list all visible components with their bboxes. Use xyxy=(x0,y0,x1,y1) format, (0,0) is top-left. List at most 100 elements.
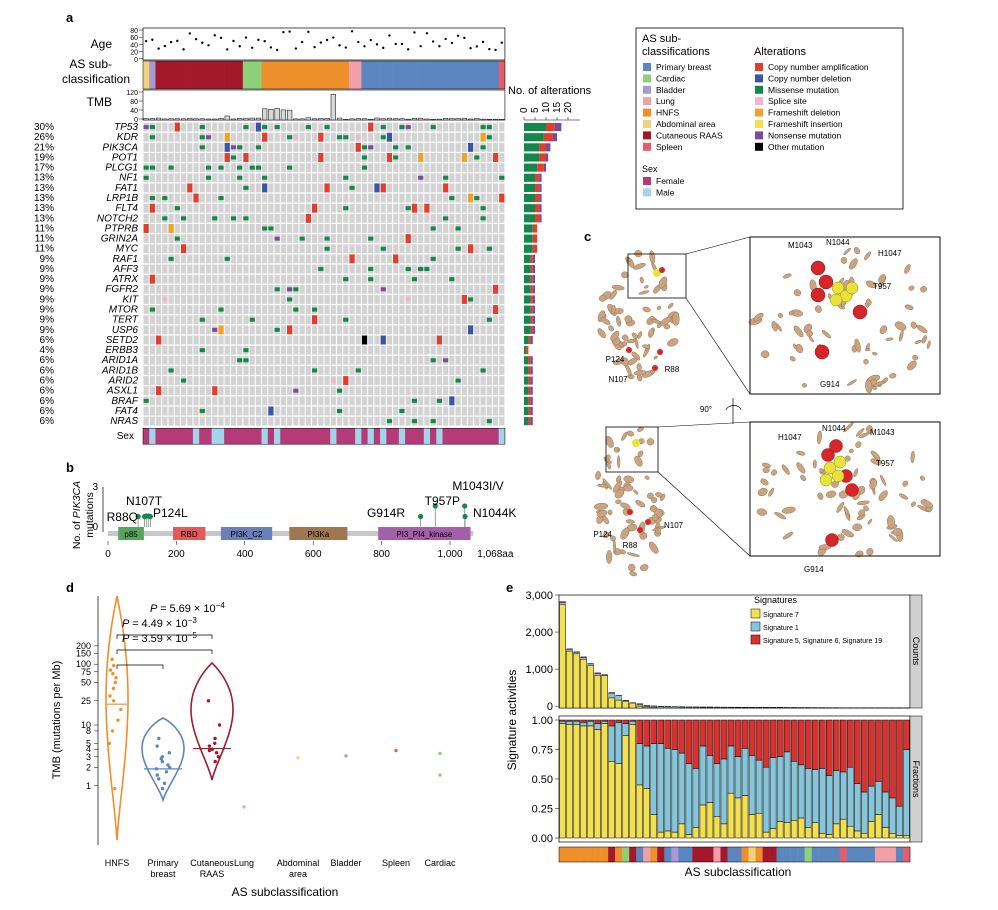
grid-cell xyxy=(330,274,336,284)
age-point xyxy=(388,34,391,37)
fraction-bar-sig7 xyxy=(706,802,714,839)
grid-cell xyxy=(280,386,287,396)
grid-cell xyxy=(324,406,330,416)
protein-cartoon-zoom-bottom xyxy=(756,508,768,516)
alteration-mark xyxy=(361,145,368,150)
protein-cartoon-zoom-bottom xyxy=(762,467,770,474)
protein-cartoon-top xyxy=(648,328,655,338)
grid-cell xyxy=(274,386,280,396)
tmb-bar xyxy=(199,118,205,121)
grid-cell xyxy=(230,325,237,335)
grid-cell xyxy=(149,173,155,183)
grid-cell xyxy=(162,234,168,244)
alteration-mark xyxy=(480,125,486,130)
grid-cell xyxy=(255,173,262,183)
tmb-bar xyxy=(143,118,149,121)
grid-cell xyxy=(249,213,255,223)
age-point xyxy=(251,46,254,49)
subclass-cell xyxy=(741,847,749,862)
grid-cell xyxy=(393,406,399,416)
grid-cell xyxy=(486,335,492,345)
protein-cartoon-zoom-top xyxy=(910,321,917,329)
fraction-bar-sig5 xyxy=(671,719,679,750)
grid-cell xyxy=(399,355,405,365)
alteration-mark xyxy=(324,246,330,251)
grid-cell xyxy=(155,234,162,244)
alteration-mark xyxy=(467,193,474,203)
protein-cartoon-top xyxy=(627,357,638,366)
grid-cell xyxy=(349,132,355,142)
grid-cell xyxy=(168,406,174,416)
p-prefix: P = xyxy=(150,603,169,615)
grid-cell xyxy=(455,234,461,244)
grid-cell xyxy=(418,284,424,294)
protein-cartoon-bottom xyxy=(634,455,643,467)
zoom-panel-top-border xyxy=(749,236,941,395)
grid-cell xyxy=(162,254,168,264)
grid-cell xyxy=(299,365,305,375)
grid-cell xyxy=(492,213,499,223)
alteration-mark xyxy=(480,368,486,373)
grid-cell xyxy=(411,355,418,365)
protein-cartoon-bottom xyxy=(606,550,613,564)
alteration-mark xyxy=(467,244,474,254)
grid-cell xyxy=(343,142,349,152)
grid-cell xyxy=(386,335,393,345)
grid-cell xyxy=(318,213,324,223)
tmb-point-Primary-breast xyxy=(159,756,163,761)
grid-cell xyxy=(443,396,449,406)
ascls-cell xyxy=(373,61,381,89)
alteration-count-bar xyxy=(530,396,533,405)
legend-label-fs_ins: Frameshift insertion xyxy=(768,119,843,129)
grid-cell xyxy=(174,325,180,335)
grid-cell xyxy=(405,193,411,203)
grid-cell xyxy=(287,315,293,325)
grid-cell xyxy=(386,315,393,325)
alteration-mark xyxy=(311,315,318,325)
legend-label-cardiac: Cardiac xyxy=(656,73,686,83)
grid-cell xyxy=(455,173,461,183)
grid-cell xyxy=(318,365,324,375)
age-point xyxy=(194,37,198,41)
grid-cell xyxy=(499,203,505,213)
fraction-bar-sig1 xyxy=(748,755,756,815)
tmb-point-Primary-breast xyxy=(155,773,159,777)
grid-cell xyxy=(449,335,455,345)
grid-cell xyxy=(280,153,287,162)
grid-cell xyxy=(424,132,430,142)
grid-cell xyxy=(162,355,168,365)
grid-cell xyxy=(430,193,436,203)
fraction-bar-sig1 xyxy=(622,723,629,736)
grid-cell xyxy=(218,294,224,304)
tmb-bar xyxy=(443,118,449,121)
tmb-bar xyxy=(330,93,336,121)
grid-cell xyxy=(287,122,293,132)
grid-cell xyxy=(299,173,305,183)
grid-cell xyxy=(399,173,405,183)
grid-cell xyxy=(461,264,467,274)
grid-cell xyxy=(249,173,255,183)
grid-cell xyxy=(168,376,174,386)
grid-cell xyxy=(255,305,262,315)
grid-cell xyxy=(461,365,467,375)
protein-cartoon-zoom-bottom xyxy=(858,509,865,517)
fraction-bar-sig1 xyxy=(811,769,819,823)
legend-label-female: Female xyxy=(656,176,685,186)
grid-cell xyxy=(361,325,368,335)
legend-alt-title: Alterations xyxy=(754,46,806,58)
fraction-bar-sig7 xyxy=(671,831,679,839)
grid-cell xyxy=(393,224,399,233)
grid-cell xyxy=(411,325,418,335)
grid-cell xyxy=(349,213,355,223)
grid-cell xyxy=(393,234,399,244)
grid-cell xyxy=(492,122,499,132)
grid-cell xyxy=(255,294,262,304)
grid-cell xyxy=(411,294,418,304)
gene-percent-TP53: 30% xyxy=(34,122,54,133)
alteration-count-bar xyxy=(532,224,538,233)
legend-ascls-title-2: classifications xyxy=(642,46,710,58)
protein-cartoon-bottom xyxy=(626,430,634,437)
fraction-bar-sig7 xyxy=(868,821,875,839)
